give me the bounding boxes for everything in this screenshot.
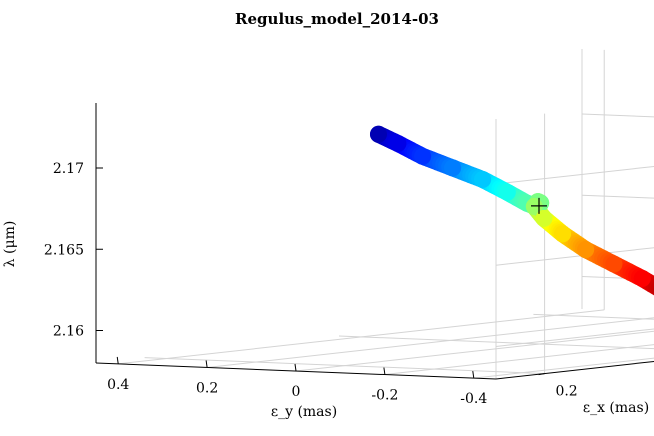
grid-line [473, 357, 654, 379]
grid-line [295, 330, 654, 372]
grid-line [581, 194, 654, 199]
svg-text:λ (μm): λ (μm) [2, 221, 18, 268]
data-point [605, 255, 623, 273]
y-tick-mark [472, 371, 475, 379]
data-point [414, 147, 432, 165]
data-point [369, 125, 387, 143]
data-point [535, 209, 553, 227]
y-tick-label: 0.2 [196, 380, 218, 396]
x-tick-mark [538, 373, 545, 376]
data-point [554, 225, 572, 243]
grid-line [495, 247, 654, 266]
grid-line [495, 165, 654, 185]
y-tick-label: -0.4 [460, 391, 487, 407]
data-point [474, 170, 492, 188]
x-axis-line [495, 360, 654, 380]
z-tick-label: 2.16 [53, 324, 84, 340]
grid-line [144, 357, 545, 375]
y-tick-mark [205, 360, 208, 368]
y-tick-label: -0.2 [371, 388, 398, 404]
z-tick-label: 2.165 [44, 242, 84, 258]
marker-layer [531, 197, 547, 214]
y-tick-mark [116, 356, 119, 364]
data-layer [369, 125, 654, 296]
grid-line [581, 113, 654, 118]
y-tick-label: 0.4 [107, 377, 129, 393]
data-point [498, 183, 516, 201]
x-tick-label: 0.2 [555, 384, 577, 400]
y-tick-mark [383, 367, 386, 375]
y-tick-label: 0 [292, 384, 301, 400]
grid-line [384, 344, 654, 376]
y-axis-label: ε_y (mas) [271, 404, 337, 420]
grid-line [495, 328, 654, 347]
z-axis-label: λ (μm) [2, 221, 18, 268]
grid-line [207, 317, 654, 368]
y-tick-mark [294, 363, 297, 372]
grid-line [338, 335, 654, 350]
z-tick-label: 2.17 [53, 161, 84, 177]
data-point [389, 134, 407, 152]
data-point [633, 270, 651, 288]
data-strand-segment [650, 281, 654, 296]
data-point [444, 159, 462, 177]
chart-title: Regulus_model_2014-03 [235, 10, 439, 28]
x-axis-label: ε_x (mas) [583, 400, 649, 416]
grid-line [533, 313, 654, 320]
data-point [577, 241, 595, 259]
grid-layer [118, 49, 654, 379]
